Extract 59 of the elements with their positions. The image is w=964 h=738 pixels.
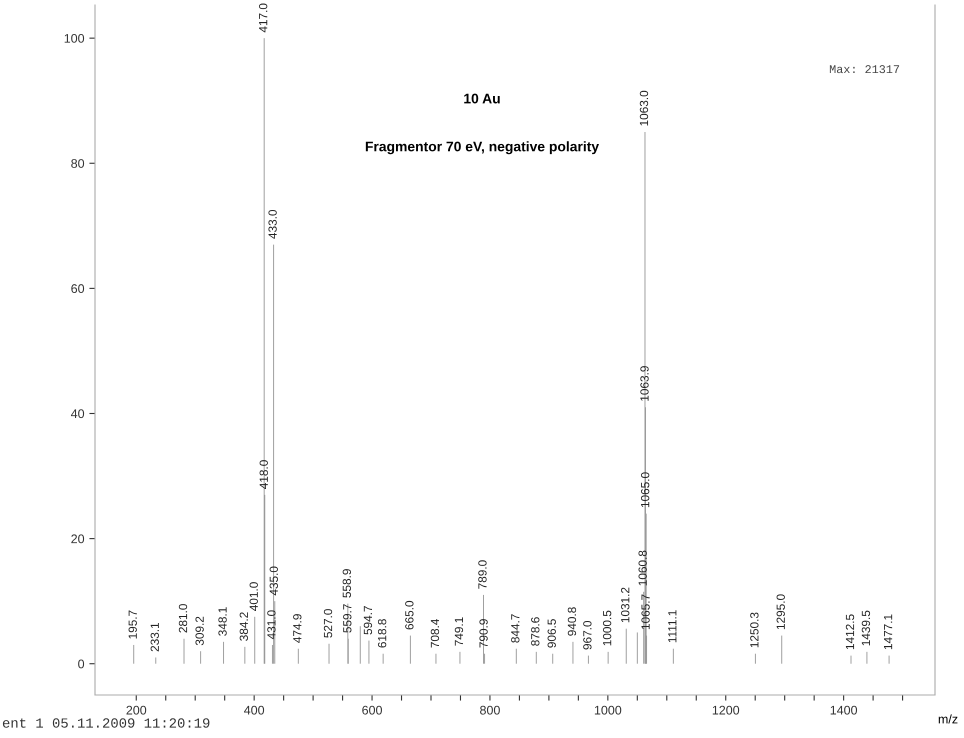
- annotation: 1060.8: [638, 550, 647, 586]
- annotation: 418.0: [260, 460, 268, 489]
- annotation: 878.6: [531, 617, 540, 646]
- annotation: 1063.9: [640, 366, 649, 401]
- annotation: 1477.1: [884, 614, 892, 650]
- annotation: 281.0: [178, 604, 188, 633]
- x-axis-title: m/z: [938, 714, 958, 724]
- annotation: 1000.5: [602, 610, 612, 646]
- x-tick-label: 400: [244, 706, 264, 715]
- x-tick-label: 1000: [594, 706, 622, 715]
- annotation: 527.0: [324, 609, 332, 638]
- annotation: 433.0: [268, 210, 277, 239]
- text: ent 1 05.11.2009 11:20:19: [2, 718, 210, 728]
- y-tick-label: 0: [78, 660, 84, 668]
- text: 10 Au: [464, 94, 500, 104]
- x-tick-label: 1400: [830, 706, 858, 715]
- annotation: 1031.2: [621, 588, 630, 622]
- y-tick-label: 60: [71, 284, 84, 294]
- x-tick-label: 800: [480, 706, 500, 715]
- annotation: 431.0: [267, 610, 276, 640]
- annotation: 401.0: [250, 582, 258, 611]
- y-tick-label: 80: [71, 159, 84, 168]
- x-tick-label: 1200: [712, 706, 740, 715]
- annotation: 594.7: [364, 606, 372, 635]
- annotation: 195.7: [128, 610, 137, 638]
- annotation: 940.8: [568, 607, 576, 636]
- annotation: 558.9: [342, 569, 351, 598]
- annotation: 1250.3: [750, 612, 759, 648]
- annotation: 1065.7: [641, 594, 650, 630]
- annotation: 906.5: [548, 619, 556, 648]
- annotation: 559.7: [343, 604, 352, 633]
- x-tick-label: 600: [362, 706, 382, 715]
- annotation: 789.0: [478, 560, 487, 589]
- annotation: 844.7: [511, 614, 520, 643]
- annotation: 749.1: [454, 617, 464, 646]
- y-tick-label: 40: [70, 409, 84, 418]
- annotation: 233.1: [150, 622, 159, 652]
- annotation: 967.0: [583, 620, 592, 650]
- text: Fragmentor 70 eV, negative polarity: [366, 141, 600, 154]
- annotation: 708.4: [430, 618, 440, 648]
- annotation: 1295.0: [776, 594, 785, 630]
- annotation: 309.2: [195, 616, 204, 646]
- annotation: 1063.0: [640, 90, 648, 126]
- annotation: Max: 21317: [830, 65, 900, 74]
- annotation: 790.9: [479, 619, 488, 648]
- annotation: 384.2: [240, 612, 248, 641]
- annotation: 1111.1: [668, 610, 676, 642]
- y-tick-label: 20: [71, 534, 84, 544]
- annotation: 1439.5: [862, 610, 870, 646]
- y-tick-label: 100: [64, 34, 84, 43]
- annotation: 618.8: [378, 619, 386, 648]
- x-tick-label: 200: [126, 706, 146, 715]
- annotation: 1412.5: [846, 614, 854, 650]
- annotation: 417.0: [258, 4, 268, 32]
- annotation: 1065.0: [640, 472, 650, 508]
- annotation: 348.1: [218, 607, 227, 636]
- annotation: 435.0: [270, 566, 278, 596]
- annotation: 665.0: [405, 600, 414, 630]
- annotation: 474.9: [293, 614, 302, 643]
